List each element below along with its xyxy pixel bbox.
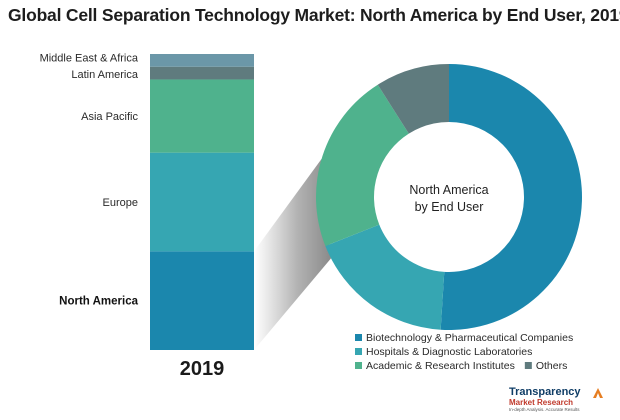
legend: Biotechnology & Pharmaceutical Companies… [355, 332, 573, 372]
zoom-connector [254, 158, 331, 350]
logo-icon [593, 388, 603, 398]
donut-slice-academic-research-institutes [316, 84, 409, 246]
stacked-bar [150, 54, 254, 350]
donut-slice-others [377, 64, 449, 134]
donut-center-label: North America by End User [409, 183, 488, 214]
logo-name: Transparency [509, 386, 581, 398]
bar-segment-middle-east-africa [150, 54, 254, 67]
bar-label-middle-east-africa: Middle East & Africa [40, 52, 139, 64]
chart-title: Global Cell Separation Technology Market… [8, 5, 620, 25]
logo-tagline: In-depth Analysis. Accurate Results [509, 407, 580, 412]
donut-slice-biotechnology-pharmaceutical-companies [440, 64, 583, 331]
brand-logo: Transparency Market Research In-depth An… [509, 386, 614, 416]
bar-segment-europe [150, 152, 254, 252]
legend-label-biotechnology-pharmaceutical-companies: Biotechnology & Pharmaceutical Companies [366, 332, 573, 344]
legend-label-academic-research-institutes: Academic & Research Institutes [366, 360, 515, 372]
logo-subtitle: Market Research [509, 398, 574, 407]
donut-slice-hospitals-diagnostic-laboratories [325, 224, 445, 330]
bar-label-europe: Europe [103, 197, 138, 209]
stacked-bar-labels: North America Europe Asia Pacific Latin Ame… [40, 52, 139, 307]
year-label: 2019 [180, 358, 225, 380]
legend-swatch-academic-research-institutes [355, 362, 362, 369]
donut-center-label-line-1: North America [409, 183, 488, 197]
legend-swatch-biotechnology-pharmaceutical-companies [355, 334, 362, 341]
bar-label-asia-pacific: Asia Pacific [81, 111, 138, 123]
bar-segment-asia-pacific [150, 79, 254, 153]
donut-chart [316, 64, 583, 331]
bar-segment-latin-america [150, 66, 254, 80]
bar-segment-north-america [150, 251, 254, 350]
bar-label-latin-america: Latin America [71, 69, 139, 81]
legend-label-hospitals-diagnostic-laboratories: Hospitals & Diagnostic Laboratories [366, 346, 532, 358]
bar-label-north-america: North America [59, 296, 138, 308]
legend-swatch-hospitals-diagnostic-laboratories [355, 348, 362, 355]
donut-center-label-line-2: by End User [415, 200, 484, 214]
legend-label-others: Others [536, 360, 568, 372]
legend-swatch-others [524, 362, 532, 369]
